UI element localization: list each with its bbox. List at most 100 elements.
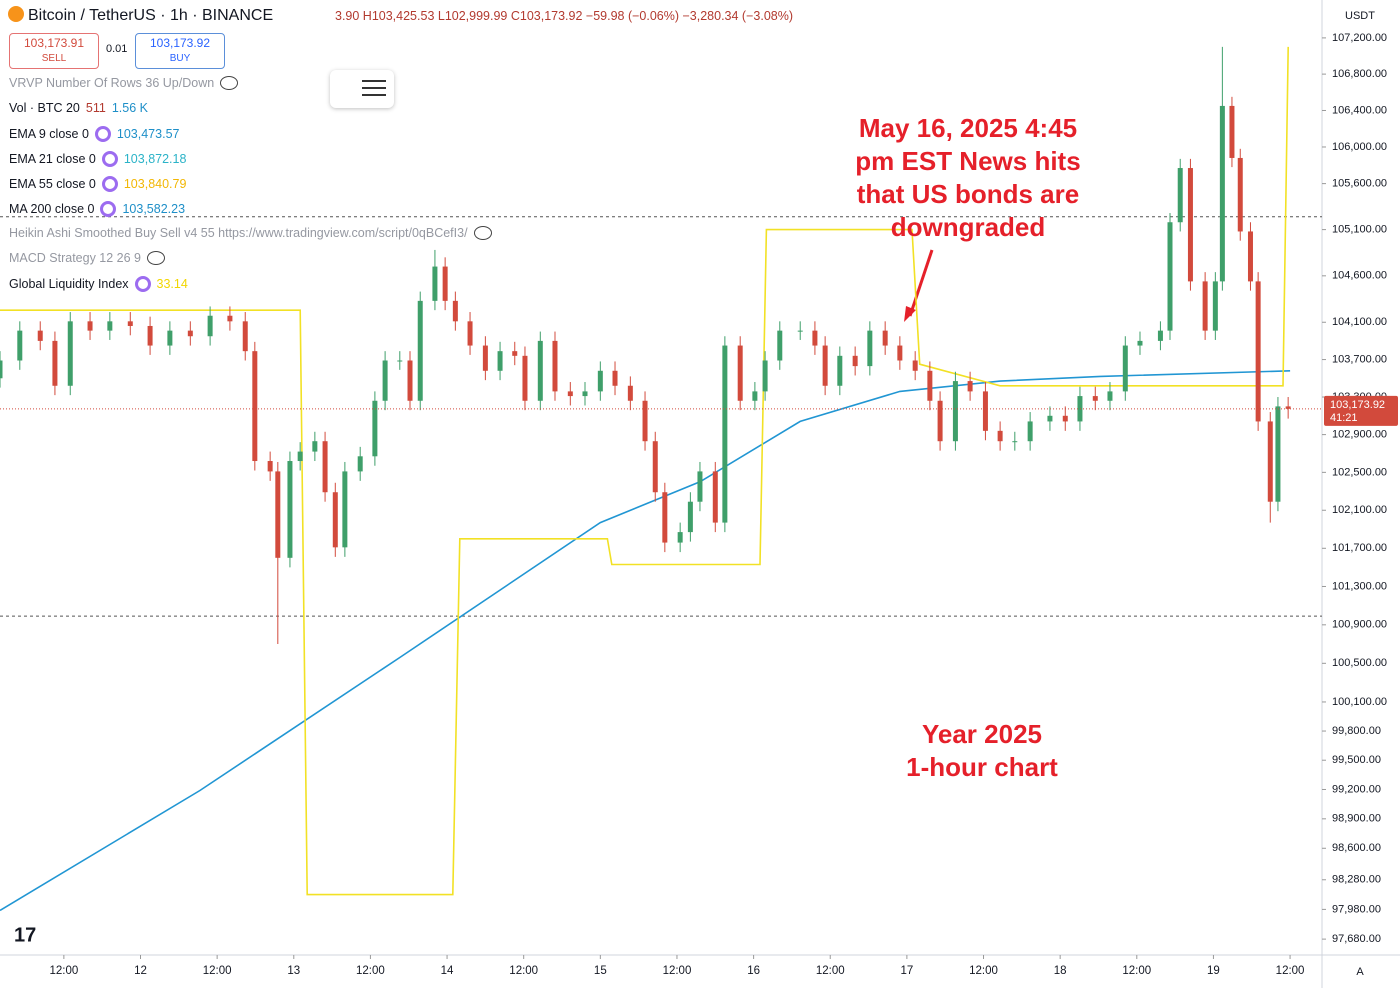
- candle-body: [927, 370, 933, 401]
- x-tick-label: 12:00: [203, 965, 232, 977]
- candle-body: [275, 471, 281, 558]
- candle-body: [897, 345, 903, 361]
- y-tick-label: 103,700.00: [1332, 353, 1387, 365]
- candle-body: [867, 330, 873, 367]
- candle-body: [357, 456, 363, 472]
- candle-body: [1157, 330, 1163, 341]
- indicator-row: Heikin Ashi Smoothed Buy Sell v4 55 http…: [9, 226, 492, 240]
- x-tick-label: 14: [441, 965, 454, 977]
- candle-body: [297, 451, 303, 462]
- y-tick-label: 106,400.00: [1332, 104, 1387, 116]
- indicator-row: MA 200 close 0 103,582.23: [9, 201, 185, 217]
- x-tick-label: 12: [134, 965, 147, 977]
- axis-unit: USDT: [1345, 10, 1375, 22]
- candle-body: [1187, 168, 1193, 282]
- candle-body: [597, 370, 603, 392]
- candle-body: [1285, 406, 1291, 409]
- candle-body: [442, 266, 448, 301]
- symbol: Bitcoin / TetherUS · 1h · BINANCE: [28, 7, 274, 24]
- spread: 0.01: [106, 43, 128, 55]
- candle-body: [1212, 281, 1218, 331]
- candle-body: [37, 330, 43, 341]
- toolbar[interactable]: [330, 70, 394, 108]
- logo: 17: [14, 924, 36, 946]
- candle-body: [0, 360, 3, 379]
- indicator-value: 511: [85, 101, 106, 115]
- annotation-line: May 16, 2025 4:45: [858, 113, 1078, 143]
- y-tick-label: 99,200.00: [1332, 783, 1381, 795]
- annotation-arrow: [908, 249, 934, 317]
- coin-icon: [8, 6, 24, 22]
- sell-price: 103,173.91: [23, 36, 85, 50]
- x-tick-label: 12:00: [49, 965, 78, 977]
- indicator-label: Global Liquidity Index: [9, 277, 129, 291]
- candle-body: [322, 441, 328, 493]
- annotation-line: pm EST News hits: [855, 146, 1081, 176]
- candle-body: [227, 315, 233, 322]
- y-tick-label: 99,800.00: [1332, 725, 1381, 737]
- y-tick-label: 102,900.00: [1332, 429, 1387, 441]
- x-tick-label: 15: [594, 965, 607, 977]
- candle-body: [837, 355, 843, 386]
- y-tick-label: 97,680.00: [1332, 933, 1381, 945]
- y-tick-label: 104,100.00: [1332, 316, 1387, 328]
- candle-body: [1229, 105, 1235, 158]
- y-tick-label: 101,700.00: [1332, 542, 1387, 554]
- candle-body: [1012, 441, 1018, 443]
- candle-body: [1167, 222, 1173, 331]
- sell-label: SELL: [41, 53, 67, 64]
- candle-body: [697, 471, 703, 502]
- candle-body: [797, 330, 803, 332]
- indicator-label: MA 200 close 0: [9, 202, 95, 216]
- y-tick-label: 105,100.00: [1332, 224, 1387, 236]
- settings-icon: [134, 276, 151, 292]
- candle-body: [397, 360, 403, 362]
- candle-body: [87, 321, 93, 331]
- indicator-label: EMA 55 close 0: [9, 177, 96, 191]
- y-tick-label: 100,500.00: [1332, 657, 1387, 669]
- y-tick-label: 107,200.00: [1332, 32, 1387, 44]
- candle-body: [952, 381, 958, 442]
- settings-icon: [101, 176, 118, 192]
- annotation: May 16, 2025 4:45 pm EST News hits that US…: [808, 112, 1128, 244]
- candle-body: [567, 391, 573, 397]
- candle-body: [407, 360, 413, 401]
- x-tick-label: 18: [1054, 965, 1067, 977]
- candle-body: [522, 355, 528, 401]
- candle-body: [1237, 157, 1243, 232]
- candle-body: [642, 400, 648, 442]
- symbol-title: Bitcoin / TetherUS · 1h · BINANCE: [8, 6, 273, 25]
- indicator-label: MACD Strategy 12 26 9: [9, 251, 142, 265]
- candle-body: [452, 300, 458, 322]
- candle-body: [1247, 231, 1253, 282]
- annotation-line: Year 2025: [921, 719, 1042, 749]
- indicator-row: EMA 21 close 0 103,872.18: [9, 151, 186, 167]
- y-tick-label: 97,980.00: [1332, 903, 1381, 915]
- candle-body: [687, 501, 693, 533]
- indicator-value: 103,872.18: [123, 152, 187, 166]
- candle-body: [52, 340, 58, 386]
- candle-body: [17, 330, 23, 361]
- candle-body: [127, 321, 133, 326]
- candle-body: [627, 385, 633, 401]
- candle-body: [1275, 406, 1281, 502]
- candle-body: [1255, 281, 1261, 422]
- hidden-icon: [147, 251, 166, 265]
- y-tick-label: 98,280.00: [1332, 874, 1381, 886]
- indicator-label: Heikin Ashi Smoothed Buy Sell v4 55 http…: [9, 226, 468, 240]
- annotation-line: 1-hour chart: [906, 752, 1058, 782]
- x-tick-label: 12:00: [663, 965, 692, 977]
- x-tick-label: 12:00: [969, 965, 998, 977]
- auto-scale-button[interactable]: A: [1356, 966, 1364, 978]
- y-tick-label: 100,900.00: [1332, 619, 1387, 631]
- indicator-row: MACD Strategy 12 26 9: [9, 251, 166, 265]
- candle-body: [207, 315, 213, 337]
- buy-button[interactable]: 103,173.92 BUY: [135, 33, 225, 69]
- y-tick-label: 106,000.00: [1332, 141, 1387, 153]
- candle-body: [1202, 281, 1208, 331]
- candle-body: [822, 345, 828, 386]
- sell-button[interactable]: 103,173.91 SELL: [9, 33, 99, 69]
- candle-body: [1177, 168, 1183, 223]
- candle-body: [1077, 396, 1083, 422]
